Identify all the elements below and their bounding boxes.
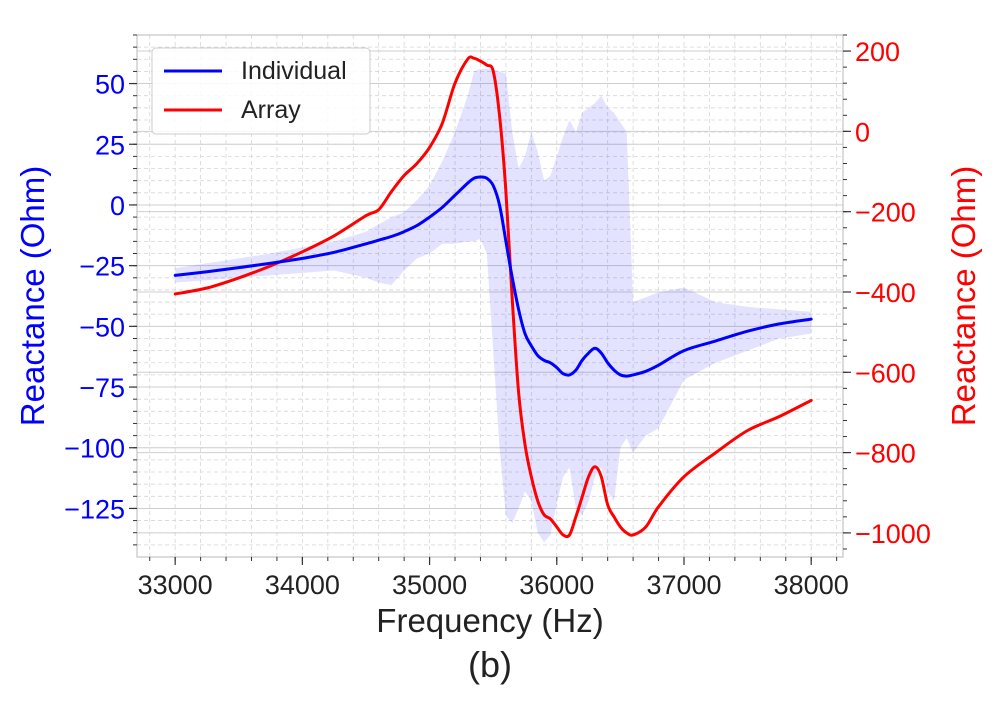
- right-tick-label: −400: [855, 278, 916, 308]
- legend-label-individual: Individual: [241, 57, 347, 85]
- left-tick-label: −25: [79, 252, 125, 282]
- left-y-axis-label: Reactance (Ohm): [14, 166, 51, 426]
- individual-range-band-group: [175, 69, 812, 543]
- x-tick-label: 33000: [138, 570, 213, 600]
- plot-frame: [136, 34, 844, 558]
- left-tick-label: −100: [64, 434, 125, 464]
- right-tick-label: 0: [855, 117, 870, 147]
- left-tick-label: −50: [79, 312, 125, 342]
- left-tick-label: −125: [64, 494, 125, 524]
- left-y-axis: 50 25 0 −25 −50 −75 −100 −125: [64, 34, 137, 546]
- x-axis-label: Frequency (Hz): [376, 602, 603, 639]
- right-tick-label: −600: [855, 358, 916, 388]
- x-axis: 33000 34000 35000 36000 37000 38000: [138, 557, 849, 600]
- figure-caption: (b): [468, 644, 512, 685]
- x-tick-label: 34000: [265, 570, 340, 600]
- right-tick-label: −800: [855, 439, 916, 469]
- series-line-array: [173, 55, 813, 539]
- left-tick-label: 0: [110, 191, 125, 221]
- right-tick-label: −1000: [855, 519, 931, 549]
- series-line-individual: [173, 175, 813, 378]
- x-tick-label: 38000: [774, 570, 849, 600]
- left-tick-label: 25: [95, 130, 125, 160]
- left-tick-label: 50: [95, 70, 125, 100]
- x-tick-label: 37000: [646, 570, 721, 600]
- series-lines: [173, 55, 813, 539]
- right-tick-label: 200: [855, 37, 900, 67]
- x-tick-label: 35000: [392, 570, 467, 600]
- legend: Individual Array: [151, 47, 371, 135]
- right-y-axis: 200 0 −200 −400 −600 −800 −1000: [843, 34, 931, 550]
- legend-label-array: Array: [241, 96, 301, 124]
- individual-range-band: [175, 69, 812, 543]
- right-tick-label: −200: [855, 198, 916, 228]
- x-tick-label: 36000: [519, 570, 594, 600]
- left-tick-label: −75: [79, 373, 125, 403]
- right-y-axis-label: Reactance (Ohm): [945, 166, 982, 426]
